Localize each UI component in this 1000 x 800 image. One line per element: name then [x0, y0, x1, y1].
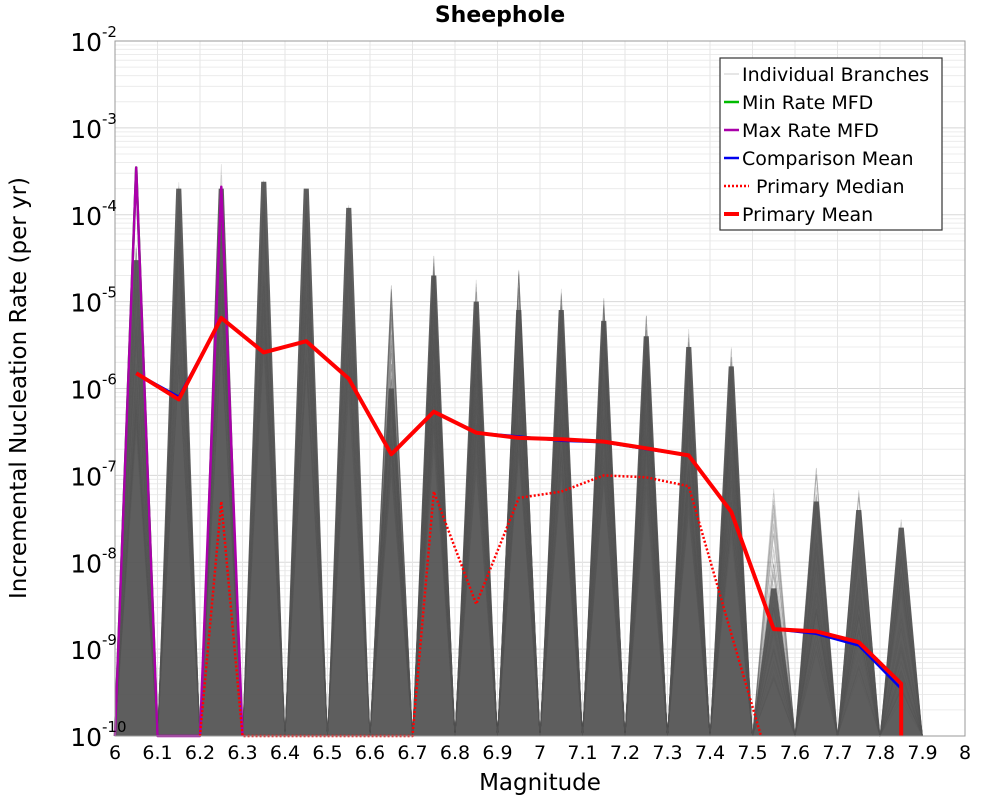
x-axis-label: Magnitude [479, 770, 601, 796]
x-tick-label: 6.2 [185, 742, 215, 764]
branch-line [114, 212, 923, 737]
branch-spike [582, 320, 625, 736]
branch-spike [285, 188, 328, 736]
y-tick-base: 10 [70, 462, 102, 491]
branch-spike [880, 527, 923, 736]
branch-line [115, 219, 923, 737]
x-tick-label: 7 [534, 742, 546, 764]
branch-line [114, 210, 923, 737]
legend-label: Comparison Mean [742, 148, 914, 170]
y-tick-exponent: -7 [102, 457, 117, 475]
y-tick-base: 10 [70, 28, 102, 57]
individual-branches [114, 164, 923, 738]
branch-spike [200, 188, 243, 736]
branch-spike [242, 181, 285, 737]
x-tick-label: 7.2 [610, 742, 640, 764]
chart-title: Sheephole [435, 3, 565, 28]
branch-spike [370, 388, 413, 736]
branch-line [115, 223, 923, 737]
legend-label: Max Rate MFD [742, 120, 879, 142]
branch-line [115, 188, 923, 737]
plot-frame [114, 40, 966, 737]
series-line-primary-median [198, 474, 763, 738]
x-tick-label: 6.8 [440, 742, 470, 764]
x-tick-label: 7.3 [652, 742, 682, 764]
branch-line [115, 231, 923, 737]
y-tick-base: 10 [70, 636, 102, 665]
branch-line [114, 315, 923, 738]
y-tick-base: 10 [70, 723, 102, 752]
x-tick-label: 7.8 [865, 742, 895, 764]
legend-label: Primary Mean [742, 204, 873, 226]
branch-spike [497, 310, 540, 736]
branch-line [114, 241, 923, 737]
branch-spike [115, 260, 158, 736]
branch-line [114, 271, 923, 737]
x-tick-label: 7.6 [780, 742, 810, 764]
branch-line [115, 232, 923, 737]
branch-line [114, 305, 923, 737]
series-line-primary-mean [135, 315, 904, 736]
y-tick-base: 10 [70, 376, 102, 405]
y-tick-exponent: -2 [102, 23, 117, 41]
y-tick-exponent: -4 [102, 197, 117, 215]
y-tick-exponent: -9 [102, 631, 117, 649]
x-tick-label: 6.1 [142, 742, 172, 764]
x-tick-label: 7.7 [822, 742, 852, 764]
branch-spike [667, 347, 710, 736]
x-tick-label: 6.9 [482, 742, 512, 764]
legend-label: Min Rate MFD [742, 92, 873, 114]
y-tick-base: 10 [70, 115, 102, 144]
branch-line [114, 205, 923, 737]
y-axis-ticks: 10-210-310-410-510-610-710-810-910-10 [70, 23, 126, 752]
branch-line [115, 201, 923, 737]
y-tick-base: 10 [70, 289, 102, 318]
branch-line [115, 197, 923, 737]
x-axis-ticks: 6 6.1 6.2 6.3 6.4 6.5 6.6 6.7 6.8 6.9 7 7.1 7.2 7.3 7.… [109, 742, 971, 764]
x-tick-label: 8 [959, 742, 971, 764]
y-tick-exponent: -3 [102, 110, 117, 128]
y-tick-exponent: -8 [102, 544, 117, 562]
branch-line [114, 234, 923, 738]
y-tick-exponent: -5 [102, 284, 117, 302]
branch-line [114, 286, 923, 738]
branch-line [115, 180, 923, 737]
x-tick-label: 7.4 [695, 742, 725, 764]
x-tick-label: 6.3 [227, 742, 257, 764]
branch-spike [710, 366, 753, 736]
y-axis-label: Incremental Nucleation Rate (per yr) [6, 177, 32, 599]
x-tick-label: 6 [109, 742, 121, 764]
branch-spike [157, 188, 200, 736]
x-tick-label: 7.1 [567, 742, 597, 764]
x-tick-label: 6.5 [312, 742, 342, 764]
x-tick-label: 6.4 [270, 742, 300, 764]
y-tick-base: 10 [70, 202, 102, 231]
branch-line [114, 211, 923, 737]
branch-spike [327, 207, 370, 737]
branch-spike [455, 301, 498, 736]
x-tick-label: 6.7 [397, 742, 427, 764]
y-tick-exponent: -10 [102, 718, 127, 736]
legend-label: Individual Branches [742, 64, 929, 86]
branch-line [114, 201, 923, 737]
branch-line [114, 271, 923, 737]
branch-spike [795, 501, 838, 736]
branch-spike [752, 588, 795, 736]
branch-spike [837, 509, 880, 736]
x-tick-label: 6.6 [355, 742, 385, 764]
legend: Individual Branches Min Rate MFD Max Rate … [719, 57, 943, 231]
branch-line [115, 329, 923, 737]
y-tick-exponent: -6 [102, 371, 117, 389]
legend-label: Primary Median [756, 176, 905, 198]
x-tick-label: 7.9 [907, 742, 937, 764]
x-tick-label: 7.5 [737, 742, 767, 764]
branch-spike [540, 310, 583, 736]
branch-line [114, 279, 923, 737]
branch-spike [625, 336, 668, 736]
y-tick-base: 10 [70, 549, 102, 578]
legend-box [719, 57, 943, 231]
